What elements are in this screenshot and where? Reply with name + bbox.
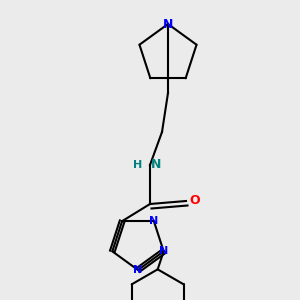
Text: N: N [159,246,168,256]
Text: N: N [134,265,142,275]
Text: N: N [151,158,161,172]
Text: O: O [190,194,200,208]
Text: N: N [163,17,173,31]
Text: N: N [149,216,158,226]
Text: H: H [134,160,142,170]
